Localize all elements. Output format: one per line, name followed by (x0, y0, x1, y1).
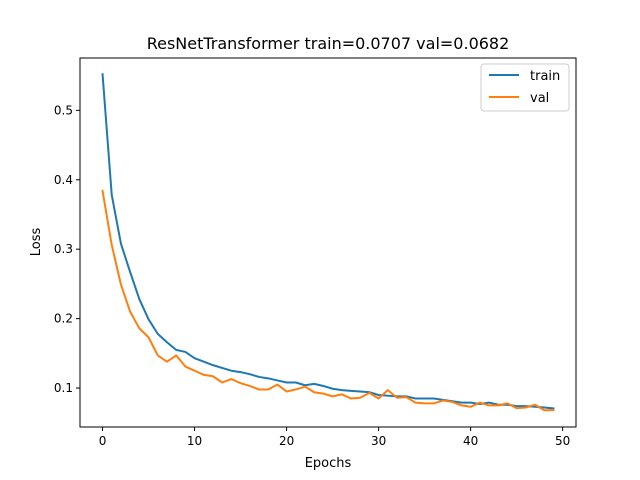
x-axis-ticks: 0 10 20 30 40 50 (99, 427, 570, 448)
y-tick-label: 0.2 (54, 312, 73, 326)
x-tick-label: 10 (187, 434, 202, 448)
x-axis-label: Epochs (305, 456, 352, 471)
x-tick-label: 30 (371, 434, 386, 448)
series-line-val (101, 189, 555, 412)
y-tick-label: 0.5 (54, 103, 73, 117)
chart-title: ResNetTransformer train=0.0707 val=0.068… (147, 34, 510, 53)
legend-label-val: val (530, 91, 549, 106)
plot-area (79, 57, 577, 428)
y-tick-label: 0.1 (54, 381, 73, 395)
y-axis-label: Loss (29, 228, 44, 257)
y-tick-label: 0.3 (54, 242, 73, 256)
legend: train val (480, 63, 570, 112)
legend-label-train: train (530, 69, 560, 84)
x-tick-label: 50 (555, 434, 570, 448)
x-tick-label: 40 (463, 434, 478, 448)
y-tick-label: 0.4 (54, 173, 73, 187)
x-tick-label: 20 (279, 434, 294, 448)
axes-frame (79, 57, 577, 428)
x-tick-label: 0 (99, 434, 107, 448)
series-layer (101, 73, 555, 412)
y-axis-ticks: 0.1 0.2 0.3 0.4 0.5 (54, 103, 80, 395)
